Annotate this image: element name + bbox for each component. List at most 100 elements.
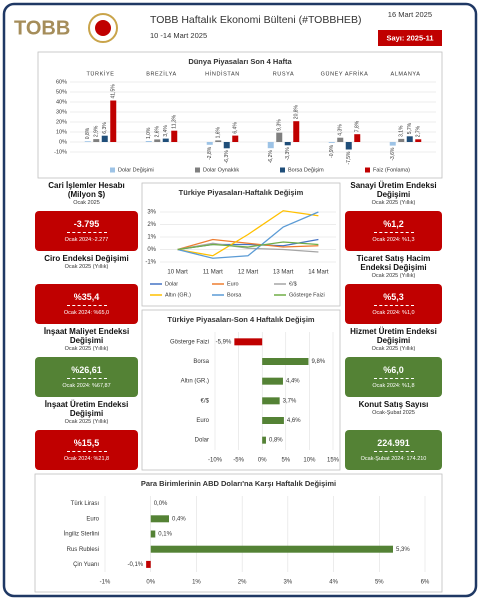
bar <box>284 142 291 146</box>
y-tick-label: 20% <box>56 119 67 125</box>
bar <box>146 560 151 568</box>
y-tick-label: -1% <box>145 260 156 266</box>
bar <box>154 139 161 142</box>
indicator-period: Ocak 2025 (Yıllık) <box>64 346 109 352</box>
value-label: 11,3% <box>172 114 178 128</box>
line-series <box>177 210 319 257</box>
x-tick-label: 10 Mart <box>167 270 188 276</box>
bar <box>406 136 413 142</box>
indicator-box: -3.795 Ocak 2024:-2.277 <box>35 211 138 251</box>
indicator-separator <box>373 378 414 379</box>
bar <box>337 137 344 142</box>
bar <box>267 142 274 149</box>
indicator-title: Ciro Endeksi Değişimi <box>44 254 129 263</box>
bar <box>262 358 309 365</box>
y-tick-label: 2% <box>147 222 156 228</box>
bar <box>276 132 283 142</box>
category-label: RUSYA <box>273 71 295 77</box>
x-tick-label: -5% <box>233 458 244 464</box>
legend-swatch <box>365 167 370 173</box>
value-label: 2,6% <box>155 125 161 137</box>
value-label: 9,3% <box>277 119 283 131</box>
value-label: -6,2% <box>268 150 274 164</box>
logo-text: TOBB <box>14 17 70 39</box>
bar <box>150 515 169 523</box>
line-series <box>177 242 319 253</box>
bar <box>171 130 178 142</box>
value-label: -3,3% <box>285 147 291 161</box>
bar <box>206 142 213 145</box>
x-tick-label: -10% <box>208 458 223 464</box>
line-series <box>177 211 319 259</box>
y-tick-label: 50% <box>56 89 67 95</box>
indicator-value: %35,4 <box>73 292 100 302</box>
x-tick-label: 6% <box>421 580 430 586</box>
value-label: 1,6% <box>216 126 222 138</box>
indicator-previous: Ocak 2024: %1,8 <box>372 383 415 389</box>
category-label: Gösterge Faizi <box>170 339 209 345</box>
indicator-box: 224.991 Ocak-Şubat 2024: 174.210 <box>345 430 442 470</box>
value-label: 4,3% <box>338 124 344 136</box>
category-label: ALMANYA <box>390 71 420 77</box>
value-label: 3,1% <box>399 125 405 137</box>
category-label: Türk Lirası <box>71 501 100 507</box>
x-tick-label: 5% <box>281 458 290 464</box>
indicator-card: Konut Satış Sayısı Ocak-Şubat 2025 224.991… <box>345 400 442 470</box>
chart-title: Dünya Piyasaları Son 4 Hafta <box>188 57 292 66</box>
line-series <box>177 241 319 251</box>
indicator-title: Cari İşlemler Hesabı (Milyon $) <box>48 181 125 199</box>
chart-frame <box>34 473 443 593</box>
bulletin-title: TOBB Haftalık Ekonomi Bülteni (#TOBBHEB) <box>150 14 361 26</box>
bar <box>162 138 169 142</box>
bar <box>262 377 283 385</box>
value-label: 2,9% <box>94 125 100 137</box>
indicator-previous: Ocak 2024: %65,0 <box>63 310 110 316</box>
bar <box>150 545 393 553</box>
value-label: 2,7% <box>416 125 422 137</box>
value-label: 9,8% <box>311 359 325 365</box>
value-label: 4,4% <box>286 379 300 385</box>
value-label: 3,7% <box>283 398 297 404</box>
indicator-value: 224.991 <box>377 438 410 448</box>
bar <box>223 142 230 149</box>
indicator-separator <box>66 232 107 233</box>
indicator-box: %35,4 Ocak 2024: %65,0 <box>35 284 138 324</box>
category-label: Euro <box>196 418 209 424</box>
indicator-box: %15,5 Ocak 2024: %21,8 <box>35 430 138 470</box>
legend-label: Altın (GR.) <box>165 292 191 298</box>
category-label: Euro <box>86 516 99 522</box>
indicator-previous: Ocak 2024: %67,87 <box>62 383 111 389</box>
indicator-title: Sanayi Üretim Endeksi Değişimi <box>350 181 437 199</box>
legend-label: Borsa <box>227 292 242 298</box>
y-tick-label: 3% <box>147 210 156 216</box>
indicator-separator <box>373 232 414 233</box>
bar <box>145 141 152 142</box>
category-label: Rus Rublesi <box>67 547 99 553</box>
bar <box>262 417 284 424</box>
x-tick-label: 2% <box>238 580 247 586</box>
value-label: 6,3% <box>102 122 108 134</box>
legend-label: Dolar <box>165 281 178 287</box>
category-label: Çin Yuanı <box>73 562 99 568</box>
x-tick-label: 14 Mart <box>308 270 329 276</box>
chart-title: Türkiye Piyasaları-Son 4 Haftalık Değişi… <box>167 315 314 324</box>
bar <box>328 142 335 143</box>
x-tick-label: 12 Mart <box>238 270 259 276</box>
indicator-separator <box>66 378 107 379</box>
chart-title: Türkiye Piyasaları-Haftalık Değişim <box>179 188 304 197</box>
indicator-value: %26,61 <box>71 365 102 375</box>
indicator-previous: Ocak 2024: %21,8 <box>63 456 110 462</box>
indicator-previous: Ocak 2024: %1,3 <box>372 237 415 243</box>
bar <box>262 397 280 405</box>
indicator-previous: Ocak-Şubat 2024: 174.210 <box>360 456 427 462</box>
chart-frame <box>37 51 443 179</box>
value-label: 5,7% <box>407 122 413 134</box>
indicator-value: %15,5 <box>73 438 100 448</box>
indicator-title: Ticaret Satış Hacim Endeksi Değişimi <box>356 254 431 272</box>
bar <box>234 338 263 346</box>
x-tick-label: 1% <box>192 580 201 586</box>
y-tick-label: 0% <box>147 247 156 253</box>
value-label: -0,9% <box>329 144 335 158</box>
x-tick-label: 0% <box>258 458 267 464</box>
